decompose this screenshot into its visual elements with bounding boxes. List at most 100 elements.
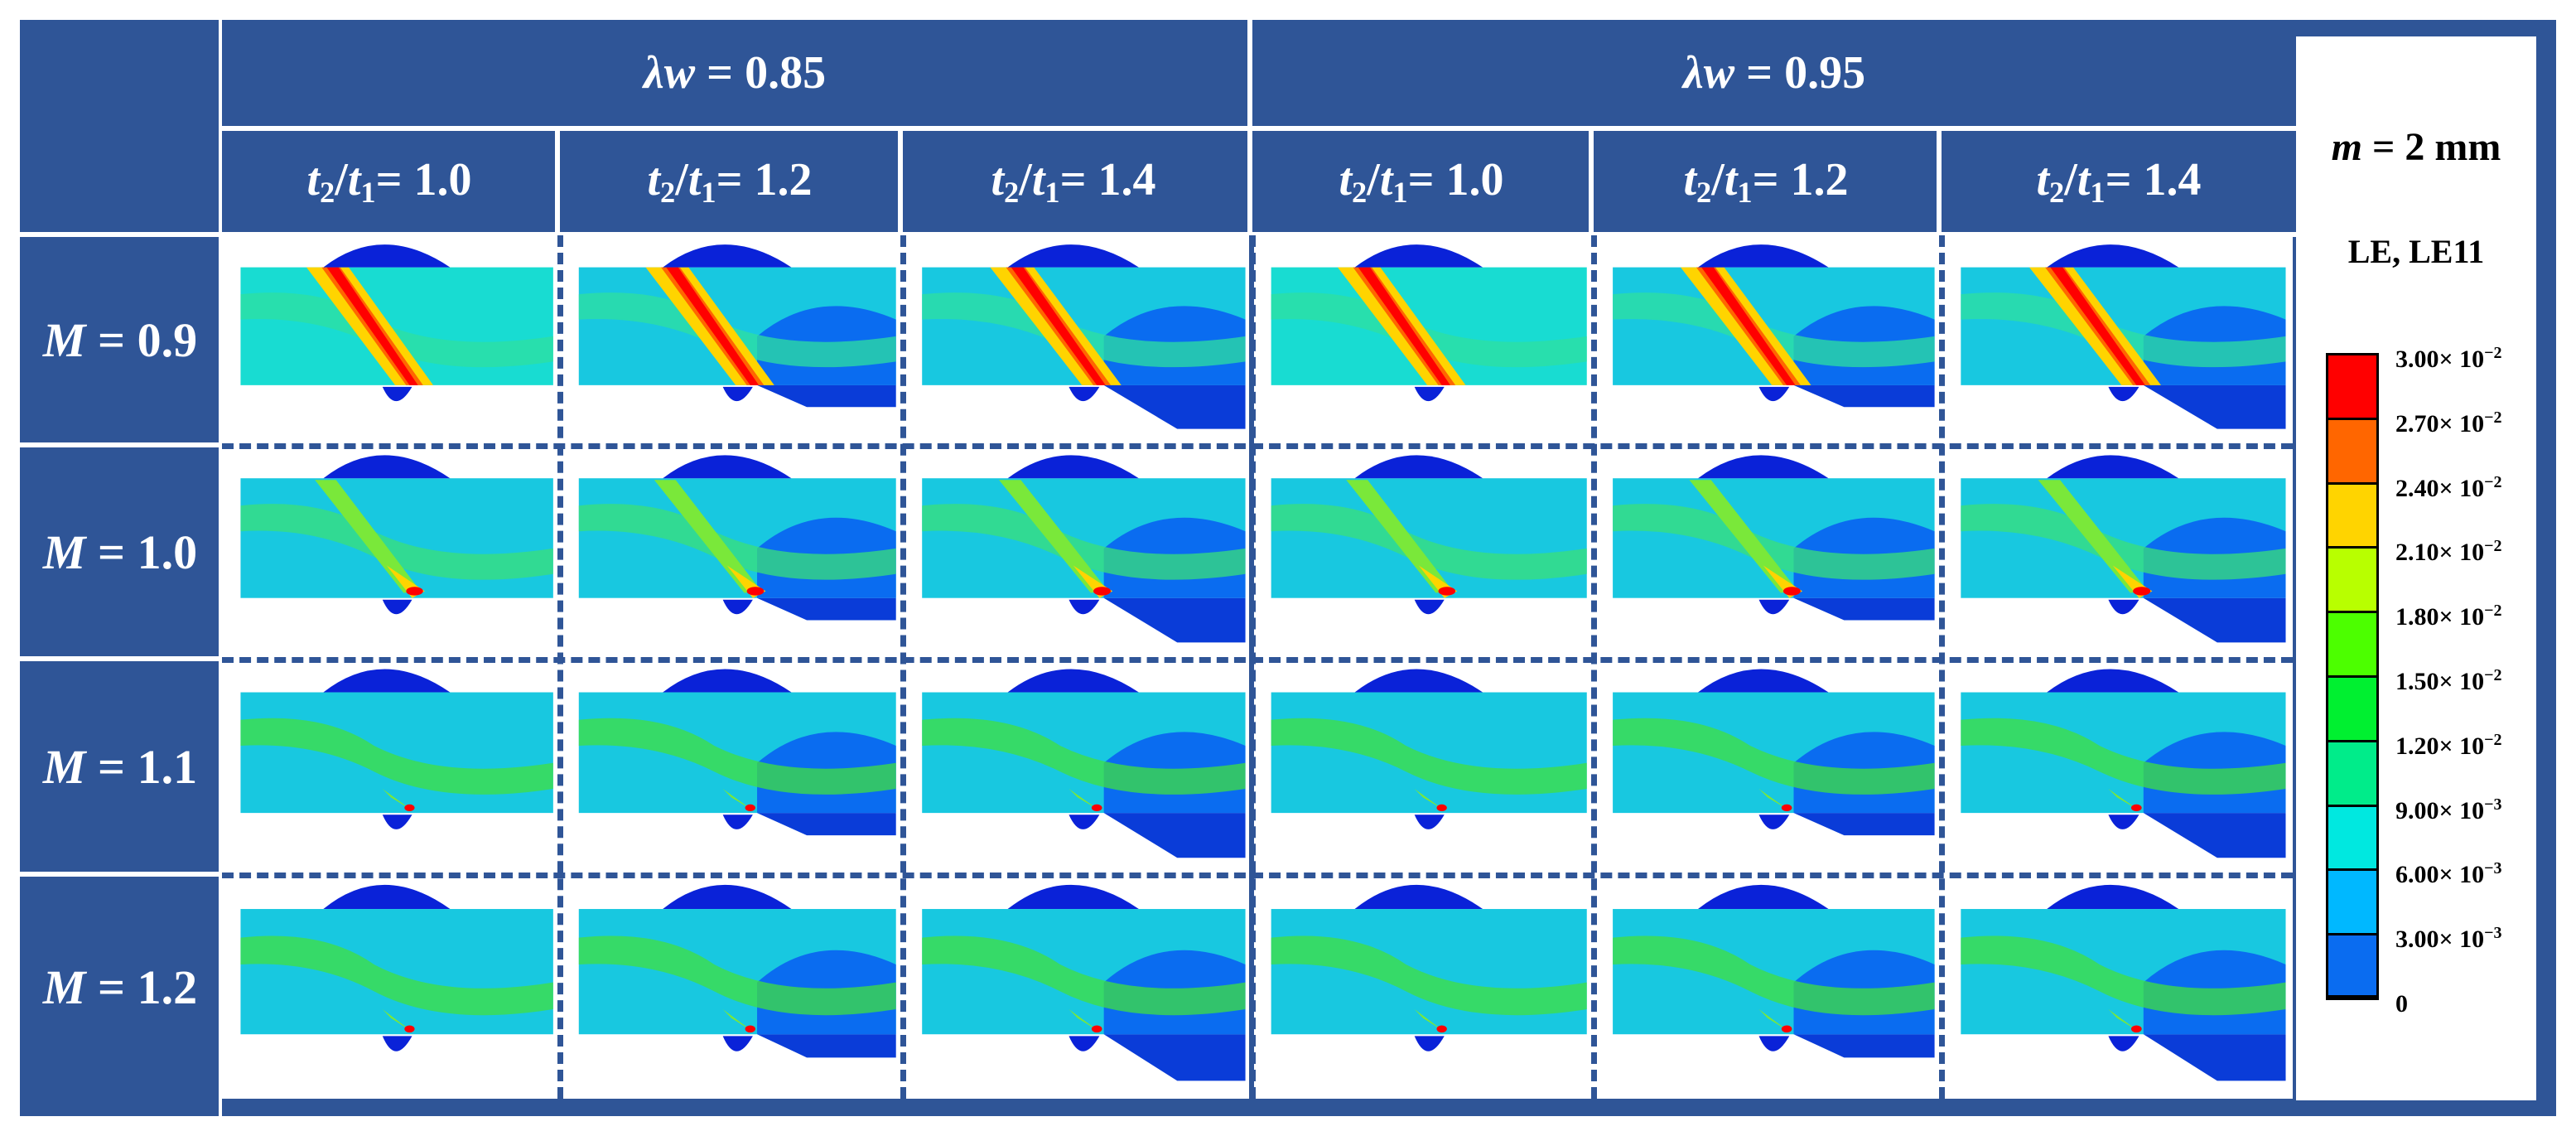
legend-swatch xyxy=(2326,353,2379,418)
weld-root-bottom xyxy=(1414,599,1445,615)
legend-swatch xyxy=(2326,804,2379,869)
legend-label: 2.70× 10−2 xyxy=(2395,408,2502,437)
thick-plate xyxy=(757,384,896,408)
thick-plate xyxy=(757,813,896,836)
thick-plate xyxy=(2143,813,2286,858)
legend-swatch xyxy=(2326,868,2379,934)
weld-cap-top xyxy=(2047,884,2179,910)
contour-plot xyxy=(560,660,903,875)
weld-root-bottom xyxy=(1758,599,1790,615)
weld-cap-top xyxy=(663,455,792,479)
mid-strain-zone xyxy=(1271,292,1587,368)
legend-swatch xyxy=(2326,739,2379,805)
mid-strain-zone xyxy=(578,718,896,795)
weld-cap-top xyxy=(663,244,792,268)
legend-label: 2.40× 10−2 xyxy=(2395,472,2502,502)
weld-root-bottom xyxy=(2108,1036,2139,1051)
row-header-2: M = 1.0 xyxy=(42,524,198,579)
weld-cap-top xyxy=(323,244,451,268)
column-header-separator xyxy=(1589,131,1594,234)
column-header-1: t2/t1= 1.0 xyxy=(306,153,472,210)
contour-plot xyxy=(560,235,903,446)
mid-strain-zone xyxy=(240,504,553,580)
legend-swatch xyxy=(2326,417,2379,482)
contour-plot xyxy=(1942,875,2293,1099)
mid-strain-zone xyxy=(922,718,1246,795)
thick-plate xyxy=(1103,384,1246,429)
plate xyxy=(1271,909,1587,1035)
legend-swatch xyxy=(2326,933,2379,998)
weld-root-bottom xyxy=(1069,599,1100,615)
divider-v-group xyxy=(1247,20,1252,235)
legend-label: 1.50× 10−2 xyxy=(2395,666,2502,695)
strain-peak xyxy=(1782,587,1801,596)
thick-plate xyxy=(757,597,896,621)
weld-root-bottom xyxy=(2108,599,2139,615)
strain-band-green xyxy=(1758,1009,1790,1032)
weld-cap-top xyxy=(323,455,451,479)
weld-root-bottom xyxy=(722,815,753,829)
column-header-2: t2/t1= 1.2 xyxy=(647,153,813,210)
thick-plate xyxy=(2143,597,2286,643)
strain-peak xyxy=(1436,804,1447,812)
group-header-lw-085: λw = 0.85 xyxy=(643,47,827,99)
weld-root-bottom xyxy=(1414,386,1445,402)
row-header-separator xyxy=(20,442,222,447)
contour-plot xyxy=(1594,446,1942,660)
weld-cap-top xyxy=(2047,669,2179,693)
divider-v-main xyxy=(219,20,222,1116)
contour-plot xyxy=(560,446,903,660)
weld-cap-top xyxy=(1698,669,1829,693)
strain-band-red xyxy=(1701,267,1796,385)
mid-strain-zone xyxy=(922,504,1246,580)
contour-plot xyxy=(1594,660,1942,875)
legend-swatch xyxy=(2326,611,2379,675)
grid-line-horizontal xyxy=(222,657,2293,663)
thick-plate xyxy=(2143,1034,2286,1081)
legend-label: 2.10× 10−2 xyxy=(2395,537,2502,567)
legend-swatch xyxy=(2326,481,2379,547)
thick-plate xyxy=(1103,597,1246,643)
thick-plate xyxy=(1103,1034,1246,1081)
contour-plot xyxy=(222,875,560,1099)
strain-band-red xyxy=(666,267,760,385)
weld-cap-top xyxy=(1354,455,1483,479)
mid-strain-zone xyxy=(1961,292,2286,368)
strain-band-red xyxy=(1011,267,1106,385)
row-header-4: M = 1.2 xyxy=(42,960,198,1014)
weld-cap-top xyxy=(663,669,792,693)
strain-band-red xyxy=(1358,267,1450,385)
weld-root-bottom xyxy=(382,599,412,615)
row-header-3: M = 1.1 xyxy=(42,739,198,794)
column-header-3: t2/t1= 1.4 xyxy=(991,153,1156,210)
legend-label: 3.00× 10−3 xyxy=(2395,924,2502,954)
mid-strain-zone xyxy=(922,935,1246,1016)
weld-cap-top xyxy=(323,884,451,910)
contour-plot xyxy=(222,660,560,875)
grid-line-vertical xyxy=(1939,235,1945,1099)
weld-root-bottom xyxy=(2108,815,2139,829)
legend-label: 6.00× 10−3 xyxy=(2395,859,2502,889)
contour-plot xyxy=(1252,446,1594,660)
weld-cap-top xyxy=(1007,244,1139,268)
mid-strain-zone xyxy=(1613,935,1935,1016)
column-header-separator xyxy=(1247,131,1252,234)
strain-peak xyxy=(2130,804,2142,812)
strain-peak xyxy=(1436,1025,1447,1033)
mid-strain-zone xyxy=(1271,935,1587,1016)
weld-cap-top xyxy=(1698,884,1829,910)
weld-root-bottom xyxy=(382,386,412,402)
weld-cap-top xyxy=(1354,669,1483,693)
weld-cap-top xyxy=(1354,244,1483,268)
weld-root-bottom xyxy=(2108,386,2139,402)
strain-band-green xyxy=(2038,480,2149,593)
grid-line-horizontal xyxy=(222,873,2293,878)
contour-plot xyxy=(1594,235,1942,446)
contour-grid xyxy=(222,235,2293,1099)
strain-peak xyxy=(1781,1025,1792,1033)
weld-root-bottom xyxy=(1069,386,1100,402)
weld-cap-top xyxy=(1698,455,1829,479)
legend-swatch xyxy=(2326,997,2379,1000)
contour-plot xyxy=(560,875,903,1099)
contour-plot xyxy=(903,235,1252,446)
